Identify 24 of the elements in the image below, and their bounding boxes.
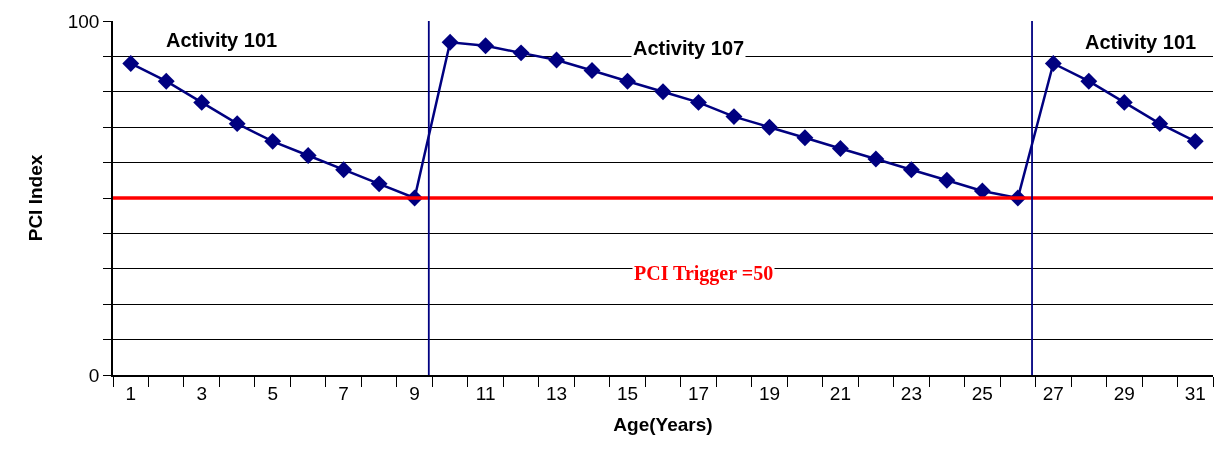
x-axis-title: Age(Years)	[613, 413, 713, 435]
x-tick-label: 23	[900, 382, 922, 404]
annotation: Activity 107	[633, 37, 745, 59]
annotation: Activity 101	[166, 29, 278, 51]
annotation: PCI Trigger =50	[634, 262, 774, 285]
x-tick-label: 7	[338, 382, 349, 404]
x-tick-label: 9	[409, 382, 420, 404]
x-tick-label: 15	[616, 382, 639, 404]
y-tick-label: 100	[67, 10, 100, 32]
x-tick-label: 13	[545, 382, 568, 404]
x-tick-label: 5	[267, 382, 278, 404]
x-tick-label: 29	[1113, 382, 1135, 404]
x-tick-label: 17	[687, 382, 710, 404]
x-tick-label: 3	[196, 382, 207, 404]
x-tick-label: 11	[475, 382, 496, 404]
y-tick-label: 0	[88, 364, 100, 386]
x-tick-label: 1	[125, 382, 137, 404]
x-tick-label: 21	[829, 382, 851, 404]
x-tick-label: 25	[971, 382, 993, 404]
annotation: Activity 101	[1085, 31, 1197, 53]
x-tick-label: 27	[1042, 382, 1064, 404]
x-tick-label: 19	[758, 382, 781, 404]
y-axis-title: PCI Index	[25, 154, 47, 242]
x-tick-label: 31	[1184, 382, 1206, 404]
